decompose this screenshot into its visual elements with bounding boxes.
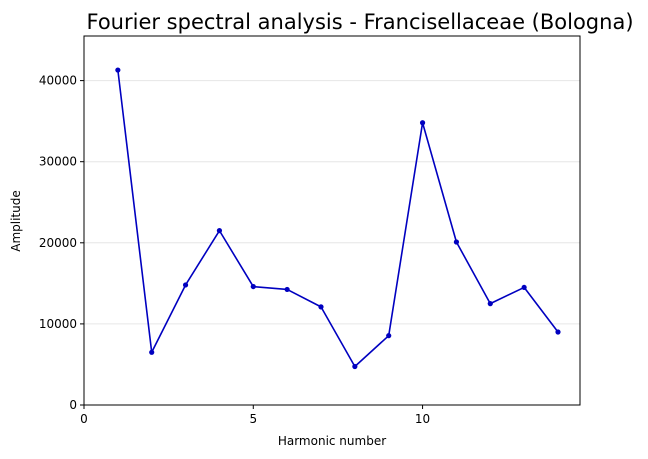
plot-frame — [83, 35, 581, 406]
x-tick-label: 5 — [249, 412, 257, 426]
data-point — [216, 228, 223, 234]
x-axis: 0 5 10 — [80, 405, 430, 426]
data-point — [386, 333, 392, 339]
y-tick-label: 20000 — [39, 236, 77, 250]
data-point — [149, 349, 155, 355]
data-point — [284, 286, 290, 293]
y-tick-label: 0 — [69, 398, 77, 412]
y-tick-label: 10000 — [39, 317, 77, 331]
x-tick-label: 0 — [80, 412, 88, 426]
grid — [84, 80, 580, 406]
data-point — [555, 329, 561, 335]
data-point — [419, 120, 426, 126]
series-line — [117, 69, 559, 368]
y-tick-label: 40000 — [39, 74, 77, 88]
data-point — [487, 301, 493, 307]
data-point — [115, 67, 121, 73]
data-point — [352, 363, 358, 370]
chart-title: Fourier spectral analysis - Francisellac… — [86, 10, 633, 34]
series-layer — [115, 67, 561, 370]
y-axis: 0 10000 20000 30000 40000 — [39, 74, 84, 412]
data-point — [453, 239, 460, 245]
y-tick-label: 30000 — [39, 155, 77, 169]
y-axis-label: Amplitude — [9, 190, 23, 252]
data-point — [182, 282, 189, 288]
data-point — [318, 304, 324, 310]
x-tick-label: 10 — [415, 412, 430, 426]
data-point — [521, 284, 527, 291]
data-point — [250, 283, 256, 290]
x-axis-label: Harmonic number — [278, 434, 386, 448]
